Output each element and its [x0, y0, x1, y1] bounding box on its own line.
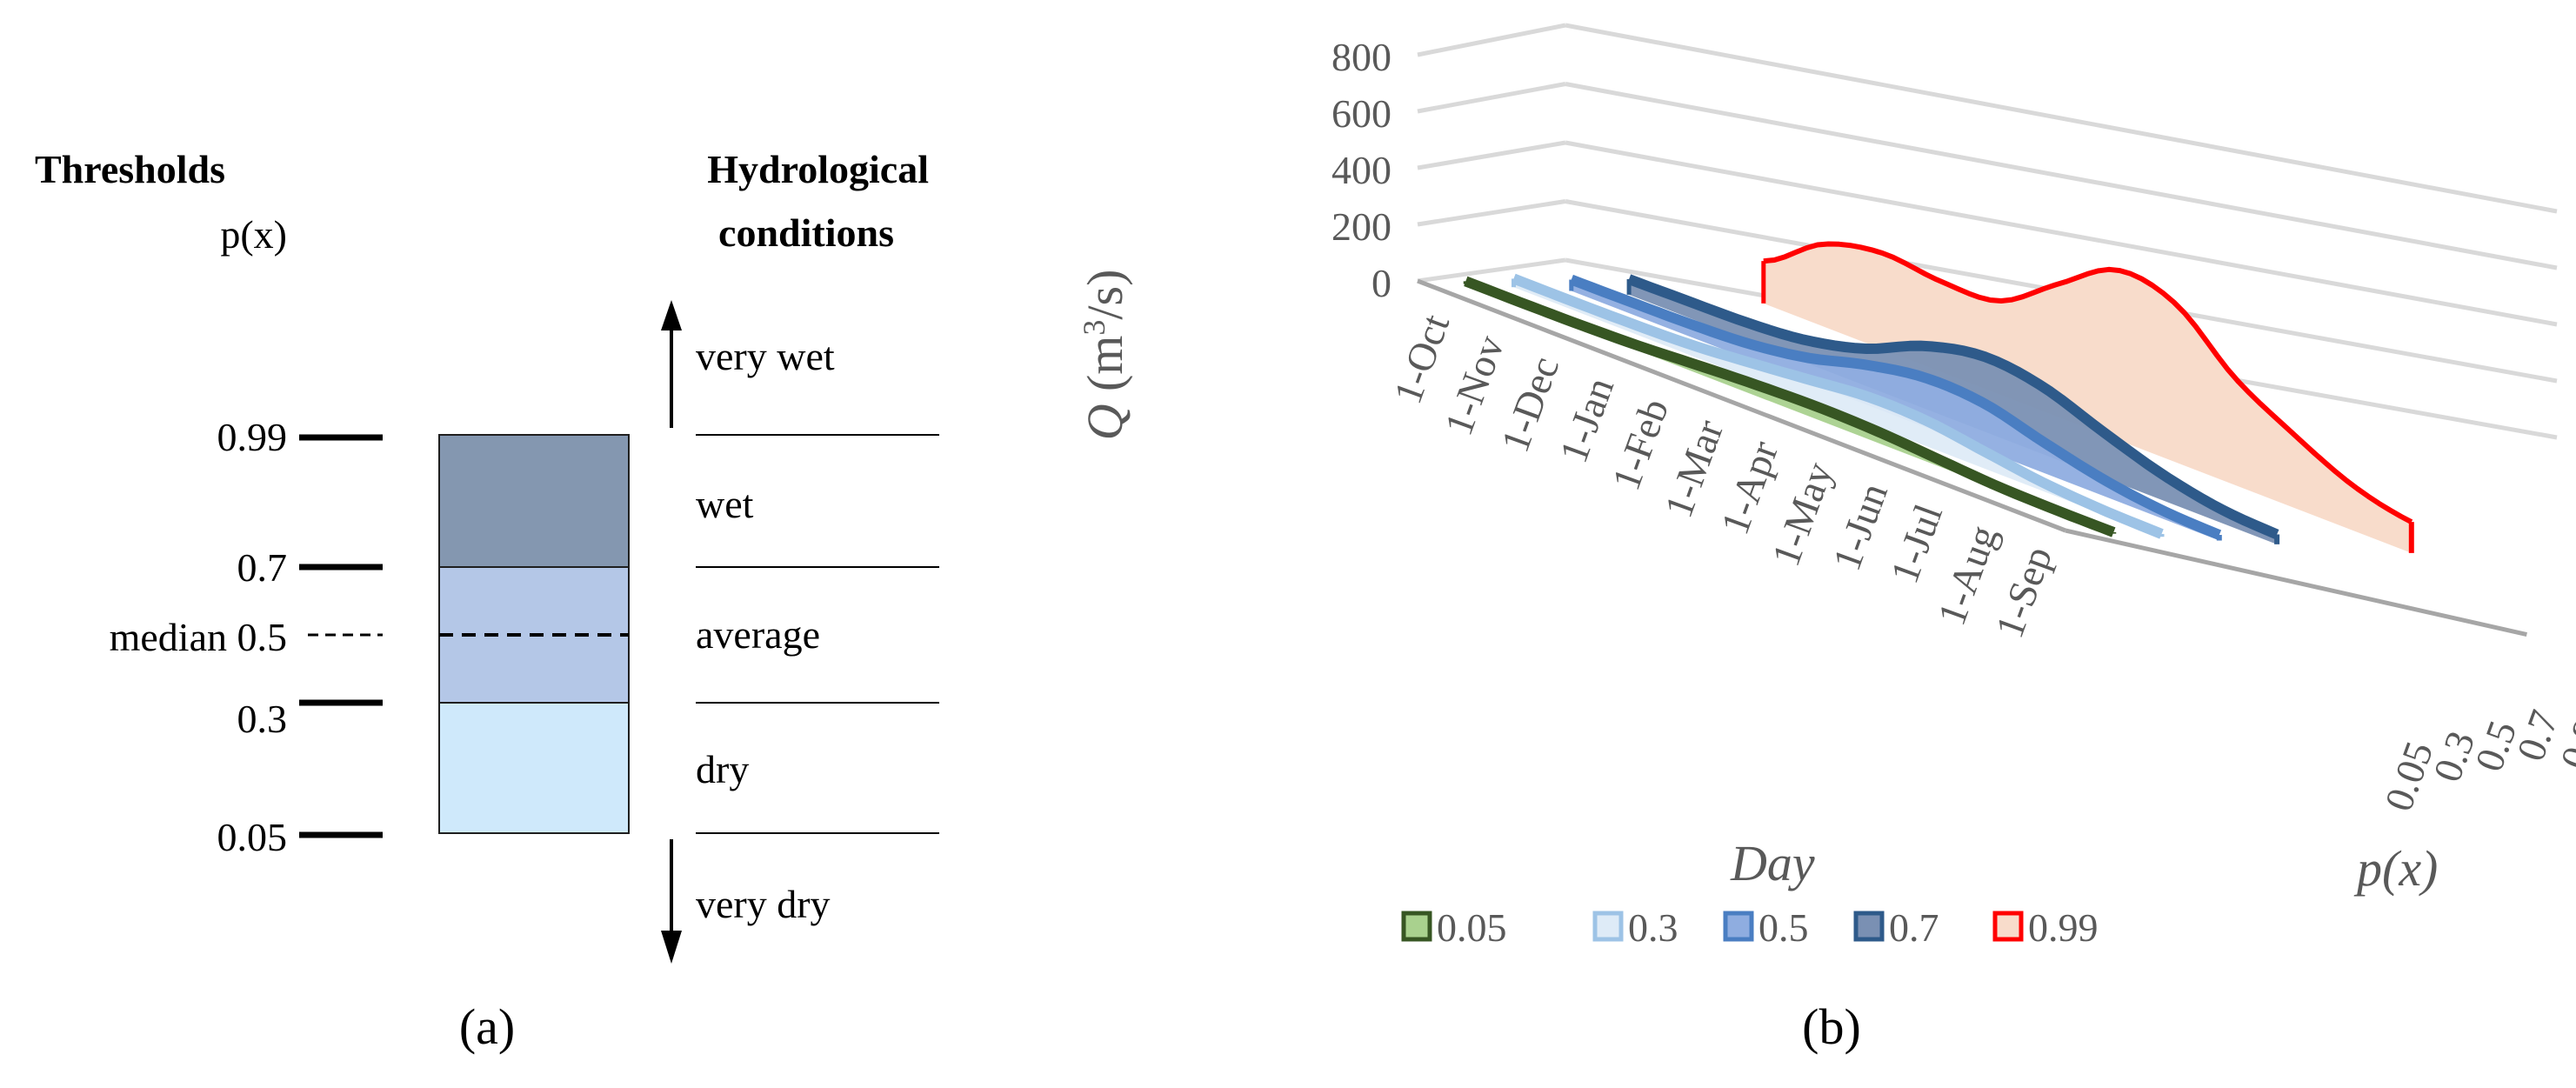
area-line-0.7: [1627, 274, 2279, 540]
band-wet: [439, 435, 629, 567]
x-tick-label: 1-Jun: [1824, 477, 1896, 577]
legend-swatch-0.05: [1401, 911, 1432, 942]
y-axis-title-unit-end: /s): [1077, 270, 1133, 320]
area-line-0.05: [1464, 276, 2116, 537]
legend-label: 0.5: [1758, 905, 1809, 950]
threshold-label-07: 0.7: [237, 545, 288, 590]
legend-swatch-0.99: [1992, 911, 2024, 942]
arrow-down-head: [661, 931, 682, 964]
x-tick-label: 1-Jul: [1882, 498, 1951, 589]
x-tick-label: 1-Jan: [1551, 372, 1622, 469]
gridline-back-3: [1565, 82, 2558, 270]
panel-b-3d-area-chart: 0 200 400 600 800 1-Oct 1-Nov 1-Dec 1-Jan 1-Feb 1…: [1044, 0, 2576, 1084]
gridline-left-0: [1417, 257, 1566, 284]
y-axis-title: Q (m3/s): [1077, 270, 1133, 441]
legend-swatch-0.7: [1853, 911, 1885, 942]
panel-b-label: (b): [1802, 998, 1861, 1055]
legend: 0.05 0.3 0.5 0.7 0.99: [1401, 905, 2099, 950]
gridline-left-3: [1417, 82, 1566, 114]
legend-swatch-0.5: [1723, 911, 1754, 942]
arrow-up-head: [661, 300, 682, 330]
gridline-left-4: [1417, 23, 1566, 57]
condition-dry: dry: [696, 747, 749, 791]
threshold-label-099: 0.99: [217, 415, 288, 459]
floor-front-edge: [1417, 278, 2066, 533]
y-axis-title-q: Q: [1077, 404, 1133, 441]
conditions-title-line1: Hydrological: [707, 147, 929, 191]
thresholds-title: Thresholds: [35, 147, 225, 191]
area-line-0.99: [1763, 241, 2413, 524]
thresholds-subtitle: p(x): [220, 212, 287, 257]
band-dry: [439, 703, 629, 833]
y-tick-label: 400: [1331, 148, 1391, 192]
y-tick-label: 600: [1331, 91, 1391, 136]
y-axis-title-sup: 3: [1077, 320, 1111, 336]
area-line-0.5: [1569, 274, 2222, 540]
threshold-diagram-svg: Thresholds p(x) Hydrological conditions …: [35, 147, 939, 1055]
area-series-0.99: [1763, 244, 2412, 553]
y-tick-label: 0: [1371, 261, 1391, 305]
depth-axis-title: p(x): [2353, 840, 2438, 897]
panel-a-threshold-diagram: Thresholds p(x) Hydrological conditions …: [0, 0, 1044, 1084]
condition-wet: wet: [696, 482, 754, 526]
area-line-0.3: [1512, 273, 2164, 539]
condition-very-wet: very wet: [696, 334, 835, 378]
gridline-back-2: [1565, 140, 2558, 327]
threshold-label-median: median 0.5: [110, 615, 287, 659]
condition-very-dry: very dry: [696, 882, 831, 926]
series-layer: [1463, 241, 2414, 553]
gridline-left-1: [1417, 199, 1566, 227]
condition-average: average: [696, 612, 820, 657]
legend-label: 0.05: [1437, 905, 1507, 950]
panel-a-label: (a): [459, 998, 515, 1055]
y-axis-title-unit: (m: [1077, 336, 1133, 404]
threshold-label-005: 0.05: [217, 815, 288, 859]
floor-right-edge: [2065, 528, 2527, 637]
depth-tick-layer: 0.050.30.50.70.99: [2376, 694, 2576, 817]
depth-tick-label: 0.05: [2376, 736, 2441, 817]
threshold-label-03: 0.3: [237, 697, 288, 741]
x-axis-title: Day: [1730, 835, 1815, 891]
legend-swatch-0.3: [1592, 911, 1624, 942]
legend-label: 0.7: [1889, 905, 1939, 950]
y-tick-layer: 0 200 400 600 800: [1331, 35, 1391, 305]
legend-label: 0.99: [2028, 905, 2099, 950]
gridline-left-2: [1417, 140, 1566, 170]
conditions-title-line2: conditions: [718, 210, 894, 255]
y-tick-label: 200: [1331, 204, 1391, 249]
y-tick-label: 800: [1331, 35, 1391, 79]
legend-label: 0.3: [1628, 905, 1678, 950]
gridline-back-4: [1565, 23, 2558, 214]
